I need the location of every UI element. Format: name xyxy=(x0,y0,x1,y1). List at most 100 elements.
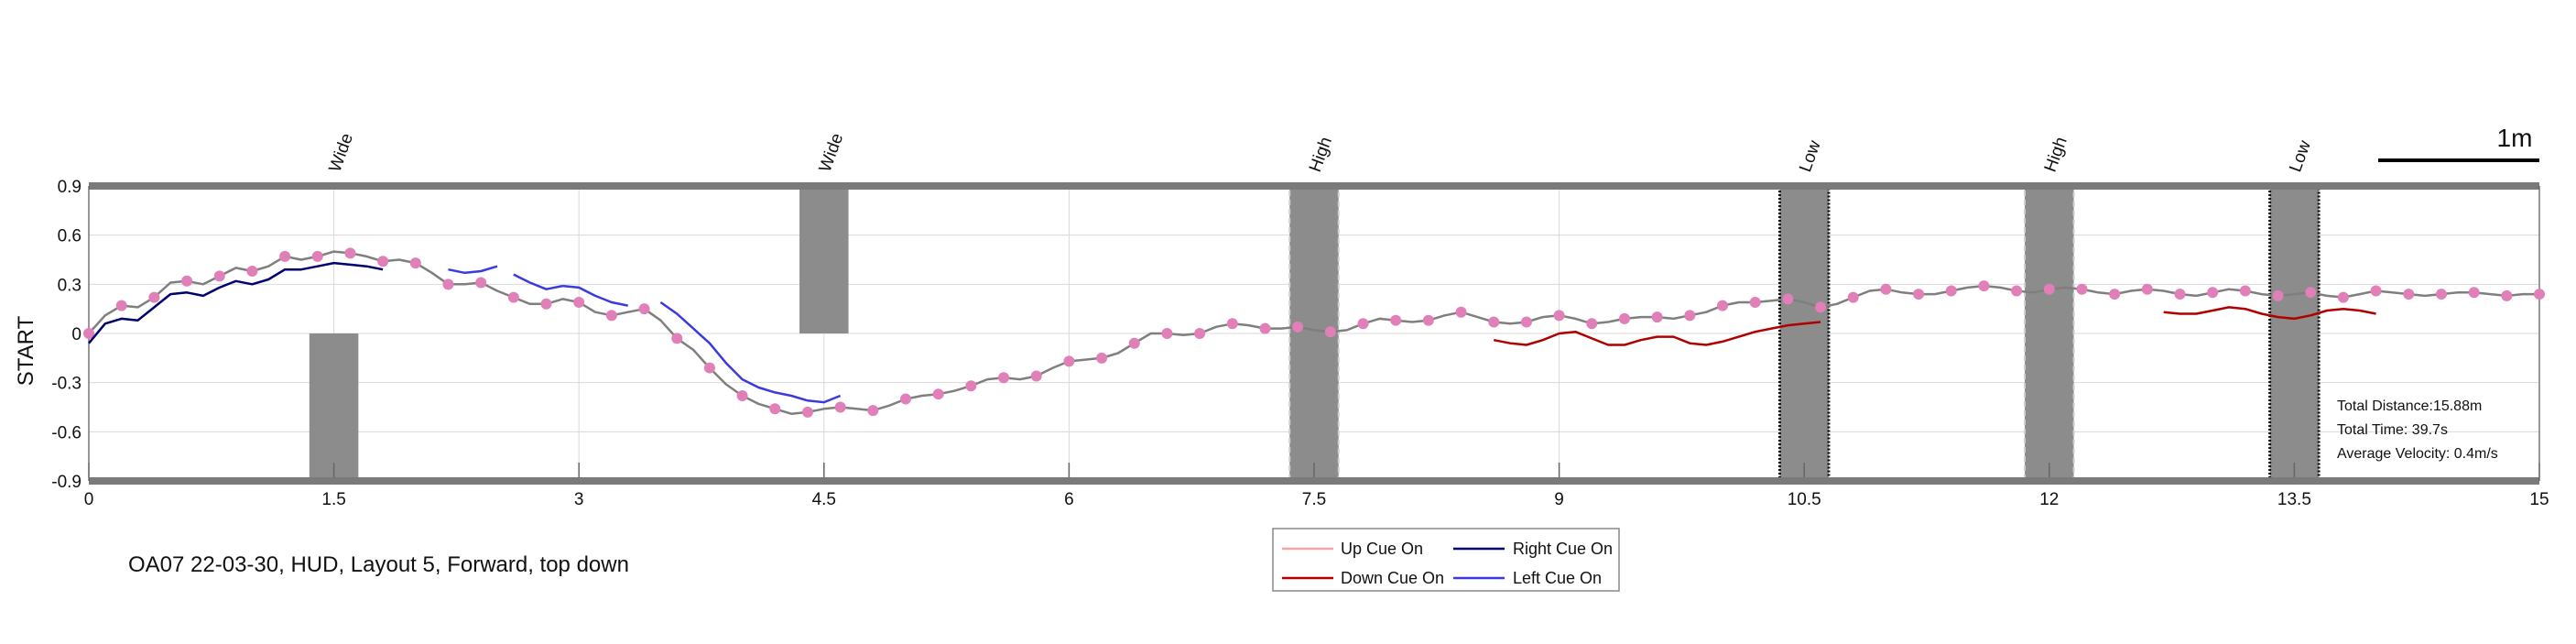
trajectory-marker-24 xyxy=(475,277,487,289)
trajectory-marker-66 xyxy=(1161,328,1173,339)
x-tick-label-0: 0 xyxy=(84,490,94,509)
total-distance-text: Total Distance:15.88m xyxy=(2337,398,2482,414)
trajectory-marker-134 xyxy=(2272,289,2284,301)
trajectory-marker-132 xyxy=(2239,285,2251,297)
trajectory-marker-106 xyxy=(1815,301,1827,313)
left-cue-on-segment-0 xyxy=(448,265,498,275)
trajectory-marker-30 xyxy=(573,297,585,309)
trajectory-marker-102 xyxy=(1749,297,1761,309)
trajectory-marker-108 xyxy=(1847,291,1859,303)
x-tick-label-6: 9 xyxy=(1554,490,1564,509)
obstacle-label-0: Wide xyxy=(326,131,358,175)
trajectory-marker-84 xyxy=(1455,306,1467,318)
legend-box xyxy=(1272,528,1620,592)
trajectory-marker-116 xyxy=(1978,280,1990,292)
obstacle-0 xyxy=(309,333,359,481)
obstacle-label-4: High xyxy=(2041,135,2071,175)
trajectory-marker-94 xyxy=(1618,312,1630,324)
trajectory-marker-88 xyxy=(1520,316,1532,328)
trajectory-marker-48 xyxy=(867,405,879,417)
trajectory-marker-150 xyxy=(2534,289,2545,300)
trajectory-marker-14 xyxy=(311,250,323,262)
trajectory-marker-100 xyxy=(1717,300,1728,311)
obstacle-5 xyxy=(2268,184,2321,483)
trajectory-marker-118 xyxy=(2011,285,2023,297)
trajectory-marker-138 xyxy=(2337,291,2349,303)
trajectory-marker-124 xyxy=(2109,289,2121,300)
trajectory-marker-74 xyxy=(1292,321,1304,333)
legend-label-right-cue: Right Cue On xyxy=(1513,540,1613,558)
x-tick-label-7: 10.5 xyxy=(1788,490,1821,509)
obstacle-1 xyxy=(799,186,849,333)
trajectory-marker-10 xyxy=(246,266,258,278)
trajectory-marker-58 xyxy=(1030,370,1042,382)
trajectory-marker-96 xyxy=(1651,311,1663,323)
left-cue-on-segment-2 xyxy=(562,284,628,307)
scale-bar: 1m xyxy=(2378,124,2539,162)
trajectory-marker-82 xyxy=(1422,314,1434,326)
trajectory-marker-140 xyxy=(2370,285,2382,297)
trajectory-marker-130 xyxy=(2207,287,2219,299)
y-tick-label-2: 0.3 xyxy=(58,276,82,295)
frame-bottom-bar xyxy=(89,477,2539,485)
trajectory-marker-136 xyxy=(2305,287,2317,299)
legend-label-left-cue: Left Cue On xyxy=(1513,569,1602,587)
trajectory-marker-114 xyxy=(1945,285,1957,297)
y-tick-label-1: 0.6 xyxy=(58,227,82,246)
x-tick-label-10: 15 xyxy=(2529,490,2549,509)
trajectory-marker-36 xyxy=(671,333,683,344)
trajectory-marker-42 xyxy=(769,403,781,415)
trajectory-marker-52 xyxy=(932,388,944,400)
average-velocity-text: Average Velocity: 0.4m/s xyxy=(2337,446,2498,462)
trajectory-line xyxy=(88,250,2539,415)
obstacle-label-3: Low xyxy=(1796,138,1825,175)
trajectory-marker-22 xyxy=(442,278,454,290)
trajectory-marker-120 xyxy=(2043,283,2055,295)
legend-label-up-cue: Up Cue On xyxy=(1341,540,1423,558)
legend: Up Cue On Right Cue On Down Cue On Left … xyxy=(1272,528,1620,592)
trajectory-marker-34 xyxy=(638,303,650,315)
figure-caption: OA07 22-03-30, HUD, Layout 5, Forward, t… xyxy=(128,552,629,577)
trajectory-marker-104 xyxy=(1782,293,1794,305)
trajectory-marker-68 xyxy=(1194,328,1206,339)
trajectory-marker-112 xyxy=(1913,289,1925,300)
obstacle-3 xyxy=(1777,184,1831,483)
trajectory-marker-6 xyxy=(181,275,193,287)
trajectory-marker-32 xyxy=(605,310,617,322)
trajectory-marker-86 xyxy=(1488,316,1500,328)
y-tick-label-4: -0.3 xyxy=(51,375,82,394)
y-tick-label-3: 0 xyxy=(71,325,82,344)
trajectory-marker-76 xyxy=(1324,326,1336,338)
trajectory-marker-122 xyxy=(2076,283,2088,295)
trajectory-marker-80 xyxy=(1390,314,1402,326)
trajectory-marker-98 xyxy=(1684,310,1696,322)
trajectory-marker-38 xyxy=(703,362,715,374)
trajectory-marker-110 xyxy=(1880,283,1892,295)
obstacle-label-1: Wide xyxy=(816,131,848,175)
trajectory-marker-16 xyxy=(344,247,356,259)
trajectory-marker-148 xyxy=(2501,289,2513,301)
trajectory-marker-56 xyxy=(998,372,1010,384)
trajectory-marker-50 xyxy=(900,393,911,405)
trajectory-marker-18 xyxy=(377,256,389,267)
trajectory-marker-72 xyxy=(1259,322,1271,334)
total-time-text: Total Time: 39.7s xyxy=(2337,422,2448,438)
trajectory-marker-44 xyxy=(801,406,813,418)
trajectory-marker-144 xyxy=(2435,289,2447,300)
y-tick-label-6: -0.9 xyxy=(51,473,82,492)
x-tick-label-9: 13.5 xyxy=(2277,490,2311,509)
obstacle-4 xyxy=(2024,185,2075,482)
y-tick-label-5: -0.6 xyxy=(51,423,82,442)
trajectory-marker-90 xyxy=(1553,310,1565,322)
obstacle-label-5: Low xyxy=(2286,138,2315,175)
x-tick-label-2: 3 xyxy=(574,490,584,509)
trajectory-marker-40 xyxy=(736,389,748,401)
trajectory-marker-62 xyxy=(1096,352,1108,364)
trajectory-marker-70 xyxy=(1226,318,1238,330)
frame-top-bar xyxy=(89,182,2539,190)
y-tick-label-0: 0.9 xyxy=(58,178,82,197)
trajectory-marker-64 xyxy=(1128,337,1140,349)
trajectory-marker-126 xyxy=(2141,283,2153,295)
trajectory-marker-46 xyxy=(834,401,846,413)
